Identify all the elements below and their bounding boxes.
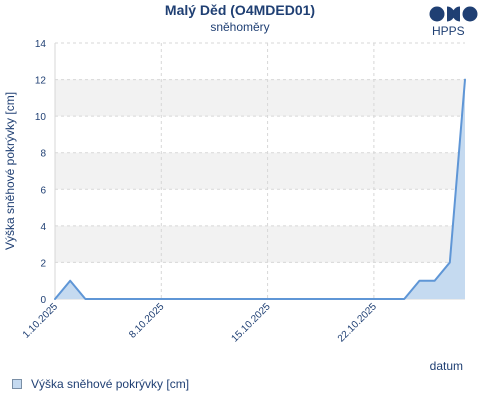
y-tick-label: 2 <box>40 258 46 269</box>
legend-label: Výška sněhové pokrývky [cm] <box>31 377 190 391</box>
plot-band <box>55 225 465 263</box>
y-tick-label: 10 <box>35 112 47 123</box>
x-tick-label: 1.10.2025 <box>21 301 61 341</box>
plot-band <box>55 79 465 117</box>
x-axis-label: datum <box>430 359 463 373</box>
y-tick-label: 6 <box>40 185 46 196</box>
x-tick-label: 8.10.2025 <box>127 301 167 341</box>
y-tick-label: 4 <box>40 222 46 233</box>
hpps-logo-icon <box>429 6 478 22</box>
y-tick-label: 14 <box>35 39 47 50</box>
legend: Výška sněhové pokrývky [cm] <box>12 377 189 391</box>
plot-band <box>55 152 465 190</box>
y-tick-label: 8 <box>40 149 46 160</box>
legend-swatch <box>12 379 22 389</box>
chart-title: Malý Děd (O4MDED01) <box>164 2 316 18</box>
chart-subtitle: sněhoměry <box>210 20 270 34</box>
x-tick-label: 22.10.2025 <box>336 301 379 344</box>
y-tick-label: 12 <box>35 76 47 87</box>
y-axis-label: Výška sněhové pokrývky [cm] <box>3 92 17 250</box>
snow-depth-line <box>54 78 466 300</box>
y-tick-label: 0 <box>40 295 46 306</box>
logo-label: HPPS <box>432 24 465 38</box>
x-tick-label: 15.10.2025 <box>230 301 273 344</box>
